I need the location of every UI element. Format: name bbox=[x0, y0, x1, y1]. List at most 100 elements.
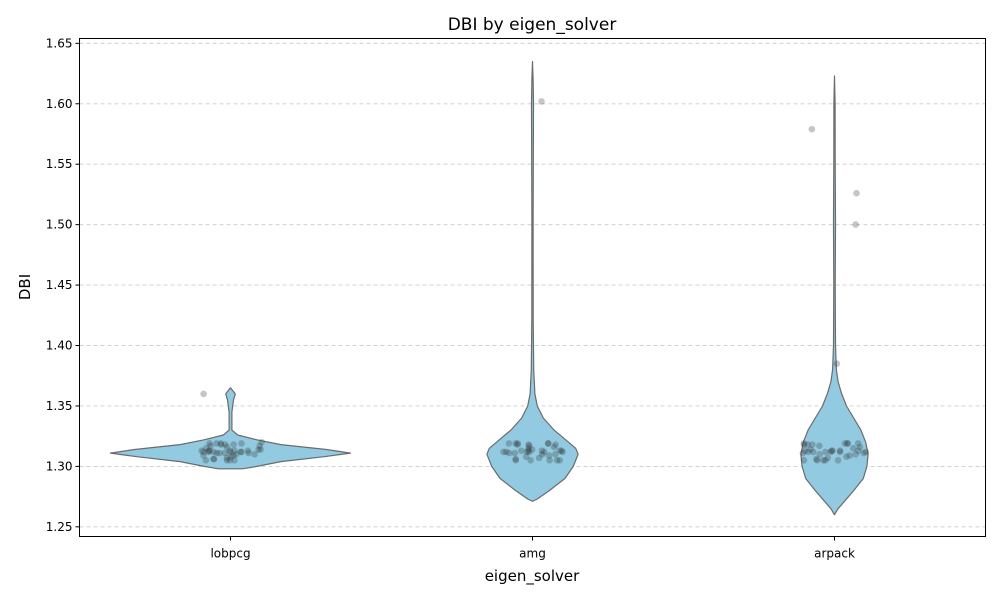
data-point-arpack bbox=[860, 449, 867, 457]
data-point-amg bbox=[540, 448, 548, 456]
data-point-lobpcg bbox=[206, 440, 213, 447]
data-point-arpack bbox=[828, 447, 835, 455]
data-point-arpack bbox=[800, 457, 808, 464]
data-point-amg bbox=[559, 448, 566, 456]
data-point-arpack bbox=[809, 441, 816, 448]
y-tick-label: 1.60 bbox=[46, 97, 73, 111]
data-point-lobpcg bbox=[216, 449, 223, 457]
data-point-lobpcg bbox=[231, 447, 238, 455]
data-point-lobpcg bbox=[258, 438, 265, 446]
data-point-amg bbox=[552, 451, 559, 458]
data-point-lobpcg bbox=[226, 457, 234, 464]
data-point-amg bbox=[538, 98, 545, 105]
data-point-lobpcg bbox=[221, 449, 229, 457]
violin-arpack bbox=[800, 75, 869, 516]
y-tick-label: 1.40 bbox=[46, 339, 73, 353]
data-point-arpack bbox=[807, 446, 814, 453]
data-point-amg bbox=[514, 440, 522, 447]
data-point-lobpcg bbox=[251, 451, 258, 458]
data-point-arpack bbox=[804, 448, 812, 456]
data-point-arpack bbox=[843, 440, 851, 447]
data-point-lobpcg bbox=[227, 448, 234, 456]
data-point-arpack bbox=[833, 360, 841, 368]
data-point-arpack bbox=[810, 448, 817, 456]
data-point-lobpcg bbox=[255, 446, 262, 453]
data-point-arpack bbox=[819, 457, 827, 464]
data-point-amg bbox=[558, 447, 565, 455]
data-point-lobpcg bbox=[202, 457, 210, 464]
data-point-amg bbox=[505, 440, 513, 447]
data-point-lobpcg bbox=[200, 448, 207, 456]
data-point-amg bbox=[535, 454, 543, 462]
data-point-amg bbox=[526, 442, 533, 450]
data-point-lobpcg bbox=[257, 446, 264, 453]
data-point-arpack bbox=[808, 125, 816, 133]
data-point-amg bbox=[505, 449, 513, 457]
data-point-amg bbox=[523, 448, 531, 456]
data-point-arpack bbox=[855, 447, 862, 455]
data-point-lobpcg bbox=[205, 448, 212, 456]
data-point-arpack bbox=[834, 457, 842, 464]
data-point-lobpcg bbox=[206, 447, 214, 455]
data-point-lobpcg bbox=[202, 445, 210, 452]
data-point-arpack bbox=[841, 440, 849, 447]
data-point-amg bbox=[545, 452, 553, 459]
data-point-lobpcg bbox=[245, 449, 252, 457]
data-point-arpack bbox=[822, 457, 829, 464]
data-point-lobpcg bbox=[238, 440, 245, 447]
data-point-amg bbox=[526, 448, 533, 456]
chart-title: DBI by eigen_solver bbox=[448, 15, 617, 35]
data-point-lobpcg bbox=[205, 447, 212, 455]
y-tick-label: 1.55 bbox=[46, 157, 73, 171]
x-axis-title: eigen_solver bbox=[485, 567, 580, 586]
data-point-arpack bbox=[801, 447, 809, 455]
data-point-arpack bbox=[856, 443, 864, 451]
data-point-arpack bbox=[852, 451, 859, 458]
data-point-arpack bbox=[813, 455, 820, 463]
data-point-arpack bbox=[813, 457, 821, 464]
data-point-arpack bbox=[827, 448, 834, 456]
data-point-lobpcg bbox=[210, 448, 217, 456]
data-point-lobpcg bbox=[213, 440, 220, 447]
violin-amg bbox=[486, 60, 579, 502]
data-point-arpack bbox=[816, 442, 823, 450]
data-point-amg bbox=[528, 446, 536, 453]
y-tick-label: 1.35 bbox=[46, 399, 73, 413]
violins bbox=[109, 60, 869, 516]
data-point-lobpcg bbox=[223, 454, 231, 462]
data-point-lobpcg bbox=[237, 448, 244, 456]
data-point-amg bbox=[512, 455, 519, 463]
data-point-arpack bbox=[829, 447, 836, 455]
data-point-amg bbox=[539, 451, 546, 458]
data-point-arpack bbox=[804, 441, 811, 448]
data-point-amg bbox=[527, 457, 534, 464]
data-point-lobpcg bbox=[232, 451, 240, 458]
data-point-amg bbox=[556, 447, 564, 455]
data-point-amg bbox=[512, 457, 520, 464]
data-point-arpack bbox=[836, 448, 844, 456]
data-point-lobpcg bbox=[217, 440, 225, 447]
data-point-lobpcg bbox=[230, 452, 237, 459]
data-point-amg bbox=[525, 447, 532, 455]
x-tick-label: amg bbox=[519, 547, 546, 561]
data-point-amg bbox=[525, 445, 532, 452]
data-point-lobpcg bbox=[217, 441, 225, 448]
data-point-lobpcg bbox=[210, 455, 217, 463]
data-points bbox=[198, 98, 870, 464]
data-point-lobpcg bbox=[198, 447, 205, 455]
data-point-arpack bbox=[824, 454, 831, 462]
data-point-amg bbox=[514, 441, 521, 448]
data-point-arpack bbox=[843, 453, 850, 461]
data-point-arpack bbox=[853, 189, 860, 197]
data-point-amg bbox=[538, 447, 546, 455]
y-tick-label: 1.30 bbox=[46, 459, 73, 473]
data-point-lobpcg bbox=[227, 453, 235, 461]
data-point-amg bbox=[544, 440, 552, 447]
data-point-amg bbox=[511, 449, 519, 457]
data-point-lobpcg bbox=[213, 449, 220, 457]
data-point-amg bbox=[512, 440, 519, 447]
data-point-arpack bbox=[800, 440, 808, 447]
data-point-arpack bbox=[850, 445, 857, 452]
